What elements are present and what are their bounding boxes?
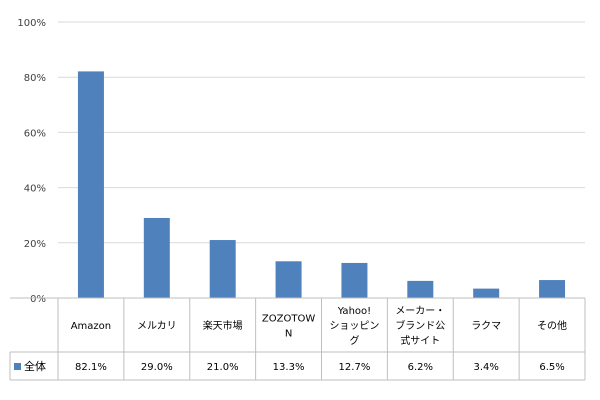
category-label: 式サイト — [400, 334, 440, 347]
data-label: 6.2% — [408, 362, 433, 373]
legend-key — [14, 363, 21, 370]
data-label: 29.0% — [141, 362, 173, 373]
category-label: ショッピン — [329, 320, 379, 332]
bar — [407, 280, 434, 298]
bar — [209, 240, 236, 298]
category-label: Yahoo! — [337, 306, 371, 317]
category-label: Amazon — [71, 321, 111, 332]
bar — [473, 288, 500, 298]
legend-label: 全体 — [24, 359, 46, 373]
y-tick-label: 40% — [24, 184, 46, 195]
y-tick-label: 80% — [24, 73, 46, 84]
y-tick-label: 60% — [24, 128, 46, 139]
bar — [539, 280, 566, 298]
bars — [77, 71, 566, 299]
data-label: 12.7% — [339, 362, 371, 373]
data-label: 21.0% — [207, 362, 239, 373]
data-label: 6.5% — [539, 362, 564, 373]
bar — [275, 261, 302, 298]
category-label: ブランド公 — [395, 319, 445, 332]
category-label: 楽天市場 — [203, 319, 243, 332]
data-label: 82.1% — [75, 362, 107, 373]
gridlines — [58, 21, 585, 244]
y-axis-ticks: 0% 20% 40% 60% 80% 100% — [17, 18, 46, 305]
y-tick-label: 0% — [30, 294, 46, 305]
bar — [143, 217, 170, 298]
category-label: その他 — [537, 319, 567, 332]
category-label: ZOZOTOW — [262, 314, 315, 325]
category-label: N — [285, 329, 292, 340]
category-label: メルカリ — [137, 320, 177, 332]
data-label: 3.4% — [473, 362, 498, 373]
category-label: メーカー・ — [395, 305, 445, 317]
y-tick-label: 100% — [17, 18, 46, 29]
category-label: ラクマ — [471, 320, 501, 332]
bar — [341, 262, 368, 298]
y-tick-label: 20% — [24, 239, 46, 250]
data-label: 13.3% — [273, 362, 305, 373]
bar — [77, 71, 104, 299]
category-label: グ — [349, 334, 359, 347]
